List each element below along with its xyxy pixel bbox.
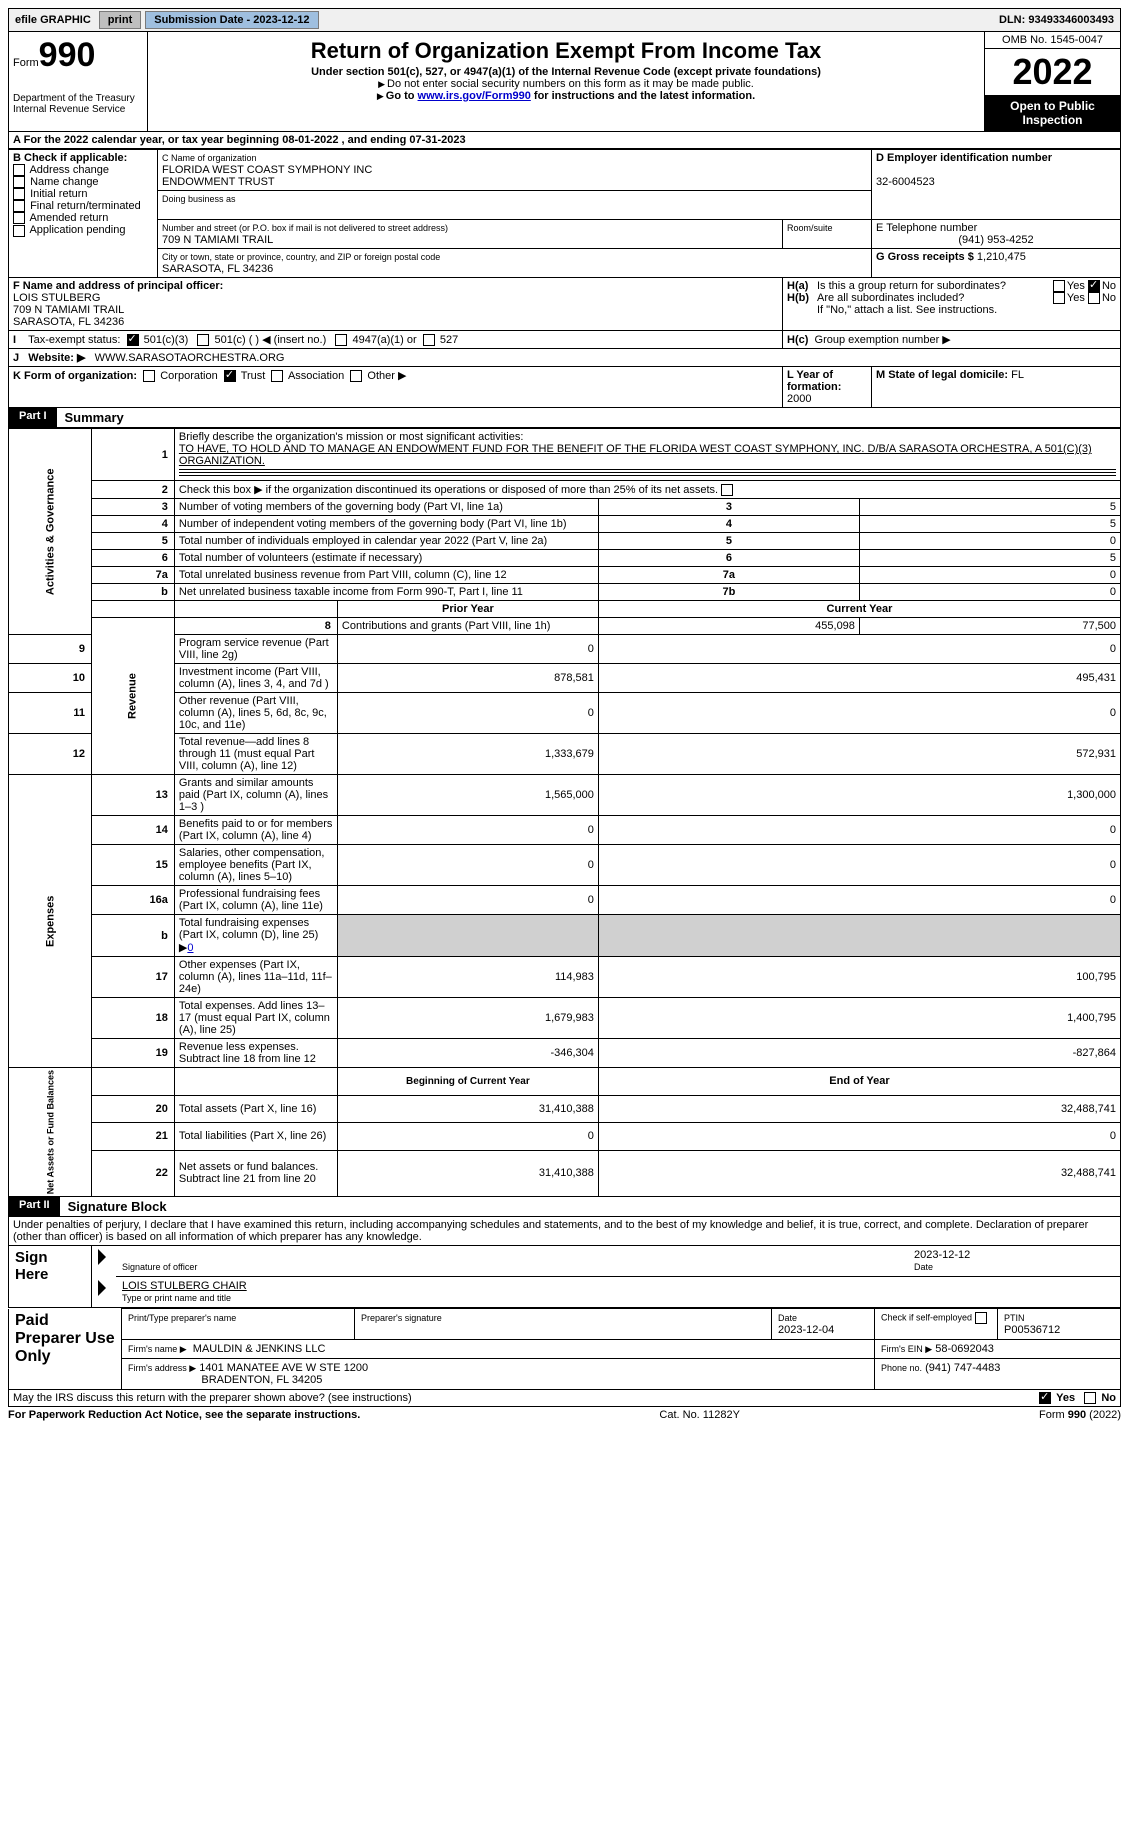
paid-preparer-block: Paid Preparer Use Only Print/Type prepar… [8, 1308, 1121, 1390]
checkbox-may-irs-yes[interactable] [1039, 1392, 1051, 1404]
side-label-expenses: Expenses [9, 775, 92, 1068]
firm-phone: (941) 747-4483 [925, 1362, 1000, 1374]
phone-value: (941) 953-4252 [876, 234, 1116, 246]
section-b-label: B Check if applicable: [13, 152, 127, 164]
checkbox-name-change[interactable] [13, 176, 25, 188]
arrow-icon [98, 1249, 106, 1265]
omb-label: OMB No. 1545-0047 [985, 32, 1120, 49]
submission-date-label: Submission Date - 2023-12-12 [145, 11, 318, 29]
sign-here-block: Sign Here Signature of officer 2023-12-1… [8, 1246, 1121, 1308]
firm-ein: 58-0692043 [935, 1343, 994, 1355]
checkbox-trust[interactable] [224, 370, 236, 382]
checkbox-527[interactable] [423, 334, 435, 346]
dept-label: Department of the Treasury [13, 93, 143, 104]
checkbox-hb-no[interactable] [1088, 292, 1100, 304]
checkbox-hb-yes[interactable] [1053, 292, 1065, 304]
checkbox-app-pending[interactable] [13, 225, 25, 237]
top-toolbar: efile GRAPHIC print Submission Date - 20… [8, 8, 1121, 32]
efile-label: efile GRAPHIC [9, 12, 97, 28]
checkbox-final-return[interactable] [13, 200, 25, 212]
checkbox-corp[interactable] [143, 370, 155, 382]
checkbox-501c3[interactable] [127, 334, 139, 346]
form-id-block: Form990 Department of the Treasury Inter… [9, 32, 148, 131]
form-title: Return of Organization Exempt From Incom… [152, 38, 980, 64]
declaration-text: Under penalties of perjury, I declare th… [8, 1217, 1121, 1246]
year-box: OMB No. 1545-0047 2022 Open to Public In… [984, 32, 1120, 131]
checkbox-ha-yes[interactable] [1053, 280, 1065, 292]
summary-table: Activities & Governance 1 Briefly descri… [8, 428, 1121, 1197]
org-name-1: FLORIDA WEST COAST SYMPHONY INC [162, 164, 372, 176]
form-prefix: Form [13, 57, 39, 69]
org-name-2: ENDOWMENT TRUST [162, 176, 275, 188]
checkbox-self-employed[interactable] [975, 1312, 987, 1324]
checkbox-other[interactable] [350, 370, 362, 382]
form-header: Form990 Department of the Treasury Inter… [8, 32, 1121, 132]
side-label-net: Net Assets or Fund Balances [9, 1068, 92, 1197]
checkbox-address-change[interactable] [13, 164, 25, 176]
tax-year: 2022 [985, 49, 1120, 95]
ein-value: 32-6004523 [876, 176, 935, 188]
officer-name-title: LOIS STULBERG CHAIR [122, 1280, 247, 1292]
note-ssn: Do not enter social security numbers on … [387, 78, 754, 90]
irs-link[interactable]: www.irs.gov/Form990 [418, 90, 531, 102]
checkbox-may-irs-no[interactable] [1084, 1392, 1096, 1404]
checkbox-501c[interactable] [197, 334, 209, 346]
entity-info-table: B Check if applicable: Address change Na… [8, 149, 1121, 408]
website-link[interactable]: WWW.SARASOTAORCHESTRA.ORG [95, 352, 285, 364]
side-label-governance: Activities & Governance [9, 429, 92, 635]
form-subtitle: Under section 501(c), 527, or 4947(a)(1)… [152, 66, 980, 78]
checkbox-assoc[interactable] [271, 370, 283, 382]
state-domicile: FL [1011, 369, 1024, 381]
checkbox-amended[interactable] [13, 212, 25, 224]
firm-name: MAULDIN & JENKINS LLC [193, 1343, 326, 1355]
form-number: 990 [39, 36, 96, 74]
side-label-revenue: Revenue [91, 618, 174, 775]
ptin-value: P00536712 [1004, 1324, 1060, 1336]
checkbox-initial-return[interactable] [13, 188, 25, 200]
checkbox-ha-no[interactable] [1088, 280, 1100, 292]
line-a: A For the 2022 calendar year, or tax yea… [8, 132, 1121, 149]
street-value: 709 N TAMIAMI TRAIL [162, 234, 273, 246]
arrow-icon [98, 1280, 106, 1296]
city-value: SARASOTA, FL 34236 [162, 263, 273, 275]
gross-receipts: 1,210,475 [977, 251, 1026, 263]
mission-text: TO HAVE, TO HOLD AND TO MANAGE AN ENDOWM… [179, 443, 1092, 467]
year-formation: 2000 [787, 393, 811, 405]
title-block: Return of Organization Exempt From Incom… [148, 32, 984, 131]
dln-label: DLN: 93493346003493 [993, 12, 1120, 28]
may-irs-row: May the IRS discuss this return with the… [8, 1390, 1121, 1407]
page-footer: For Paperwork Reduction Act Notice, see … [8, 1407, 1121, 1421]
officer-name: LOIS STULBERG [13, 292, 100, 304]
open-public-label: Open to Public Inspection [985, 95, 1120, 131]
irs-label: Internal Revenue Service [13, 104, 143, 115]
checkbox-discontinued[interactable] [721, 484, 733, 496]
checkbox-4947[interactable] [335, 334, 347, 346]
part1-header: Part I Summary [8, 408, 1121, 428]
print-button[interactable]: print [99, 11, 141, 29]
part2-header: Part II Signature Block [8, 1197, 1121, 1217]
